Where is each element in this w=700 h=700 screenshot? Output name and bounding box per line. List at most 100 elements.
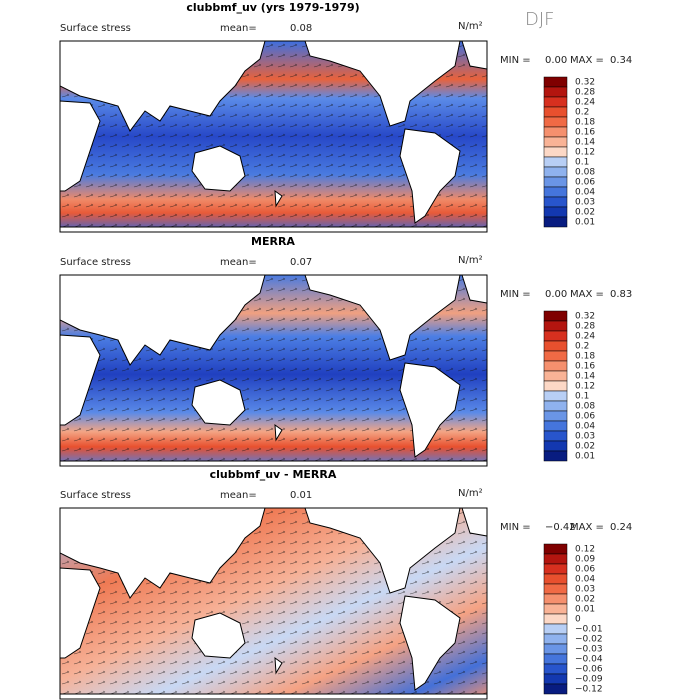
colorbar-swatch (543, 553, 568, 565)
colorbar-label: 0.12 (575, 148, 595, 158)
colorbar-label: 0.01 (575, 218, 595, 228)
colorbar-swatch (543, 136, 568, 148)
colorbar-swatch (543, 206, 568, 218)
colorbar-swatch (543, 340, 568, 352)
colorbar-swatch (543, 320, 568, 332)
colorbar-swatch (543, 603, 568, 615)
colorbar-label: 0.28 (575, 322, 595, 332)
colorbar-swatch (543, 683, 568, 695)
colorbar-swatch (543, 176, 568, 188)
colorbar-swatch (543, 330, 568, 342)
colorbar-swatch (543, 450, 568, 462)
colorbar-label: 0.03 (575, 432, 595, 442)
variable-label: Surface stress (60, 23, 131, 34)
colorbar-label: 0.32 (575, 78, 595, 88)
colorbar-swatch (543, 146, 568, 158)
colorbar-swatch (543, 116, 568, 128)
colorbar-swatch (543, 440, 568, 452)
colorbar-label: 0.28 (575, 88, 595, 98)
map-frame (59, 274, 488, 467)
colorbar-label: 0.06 (575, 412, 595, 422)
colorbar-swatch (543, 380, 568, 392)
colorbar-swatch (543, 370, 568, 382)
colorbar-swatch (543, 420, 568, 432)
colorbar-swatch (543, 633, 568, 645)
max-label: MAX = (570, 289, 604, 300)
colorbar-swatch (543, 663, 568, 675)
colorbar-label: 0.06 (575, 565, 595, 575)
variable-label: Surface stress (60, 490, 131, 501)
colorbar-label: −0.06 (575, 665, 603, 675)
colorbar-swatch (543, 360, 568, 372)
colorbar-swatch (543, 410, 568, 422)
colorbar-label: 0.16 (575, 128, 595, 138)
colorbar-label: 0.02 (575, 595, 595, 605)
colorbar-label: 0.18 (575, 118, 595, 128)
colorbar-swatch (543, 350, 568, 362)
max-value: 0.34 (610, 55, 632, 66)
min-label: MIN = (500, 289, 531, 300)
colorbar-label: 0.06 (575, 178, 595, 188)
colorbar-label: 0.04 (575, 188, 595, 198)
colorbar-swatch (543, 156, 568, 168)
colorbar-label: −0.09 (575, 675, 603, 685)
colorbar-swatch (543, 573, 568, 585)
colorbar-swatch (543, 563, 568, 575)
colorbar-label: 0.04 (575, 575, 595, 585)
colorbar-swatch (543, 126, 568, 138)
colorbar-label: 0.24 (575, 98, 595, 108)
colorbar-label: 0.01 (575, 452, 595, 462)
colorbar-label: 0.16 (575, 362, 595, 372)
colorbar-label: −0.03 (575, 645, 603, 655)
colorbar-label: 0.04 (575, 422, 595, 432)
min-label: MIN = (500, 55, 531, 66)
colorbar-label: 0.03 (575, 198, 595, 208)
map (59, 274, 488, 467)
colorbar-label: 0.08 (575, 402, 595, 412)
map-frame (59, 40, 488, 233)
colorbar-label: 0.24 (575, 332, 595, 342)
min-value: −0.42 (545, 522, 576, 533)
map-frame (59, 507, 488, 700)
colorbar-label: 0.14 (575, 138, 595, 148)
colorbar-label: 0.1 (575, 392, 589, 402)
colorbar-swatch (543, 613, 568, 625)
colorbar-swatch (543, 673, 568, 685)
colorbar-label: 0.14 (575, 372, 595, 382)
colorbar-label: −0.02 (575, 635, 603, 645)
variable-label: Surface stress (60, 257, 131, 268)
mean-value: 0.08 (290, 23, 312, 34)
colorbar-swatch (543, 310, 568, 322)
min-label: MIN = (500, 522, 531, 533)
units: N/m² (458, 21, 483, 32)
colorbar-swatch (543, 593, 568, 605)
colorbar-label: 0.02 (575, 442, 595, 452)
mean-label: mean= (220, 490, 257, 501)
colorbar-label: 0.18 (575, 352, 595, 362)
units: N/m² (458, 255, 483, 266)
colorbar-label: 0.32 (575, 312, 595, 322)
colorbar-swatch (543, 166, 568, 178)
colorbar-swatch (543, 400, 568, 412)
min-value: 0.00 (545, 289, 567, 300)
colorbar-swatch (543, 76, 568, 88)
colorbar-swatch (543, 186, 568, 198)
colorbar-label: 0.1 (575, 158, 589, 168)
colorbar-swatch (543, 430, 568, 442)
colorbar-swatch (543, 623, 568, 635)
colorbar-label: 0.01 (575, 605, 595, 615)
colorbar-label: 0.02 (575, 208, 595, 218)
mean-label: mean= (220, 257, 257, 268)
mean-value: 0.01 (290, 490, 312, 501)
mean-label: mean= (220, 23, 257, 34)
colorbar-swatch (543, 543, 568, 555)
panel-title: MERRA (251, 235, 295, 248)
max-label: MAX = (570, 522, 604, 533)
colorbar-swatch (543, 196, 568, 208)
panel-title: clubbmf_uv (yrs 1979-1979) (186, 1, 359, 14)
max-label: MAX = (570, 55, 604, 66)
colorbar-label: 0.2 (575, 108, 589, 118)
colorbar-label: −0.04 (575, 655, 603, 665)
colorbar-label: −0.01 (575, 625, 603, 635)
